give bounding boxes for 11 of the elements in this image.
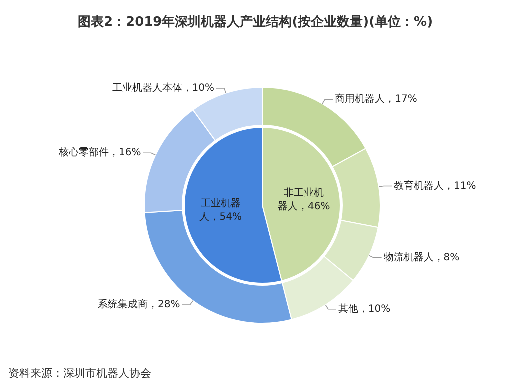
category-label: 教育机器人，11% (394, 180, 476, 192)
slice-label: 非工业机器人，46% (278, 187, 330, 212)
text: 资料来源：深圳市机器人协会 (8, 367, 152, 380)
category-label: 核心零部件，16% (58, 148, 142, 159)
category-label: 商用机器人，17% (335, 94, 418, 106)
slice-label: 工业机器人，54% (200, 198, 242, 223)
category-label: 系统集成商，28% (98, 300, 180, 311)
chart-title: 图表2：2019年深圳机器人产业结构(按企业数量)(单位：%) (78, 14, 434, 30)
category-label: 工业机器人本体，10% (112, 83, 214, 94)
category-label: 物流机器人，8% (384, 252, 460, 264)
category-label: 其他，10% (338, 304, 391, 315)
